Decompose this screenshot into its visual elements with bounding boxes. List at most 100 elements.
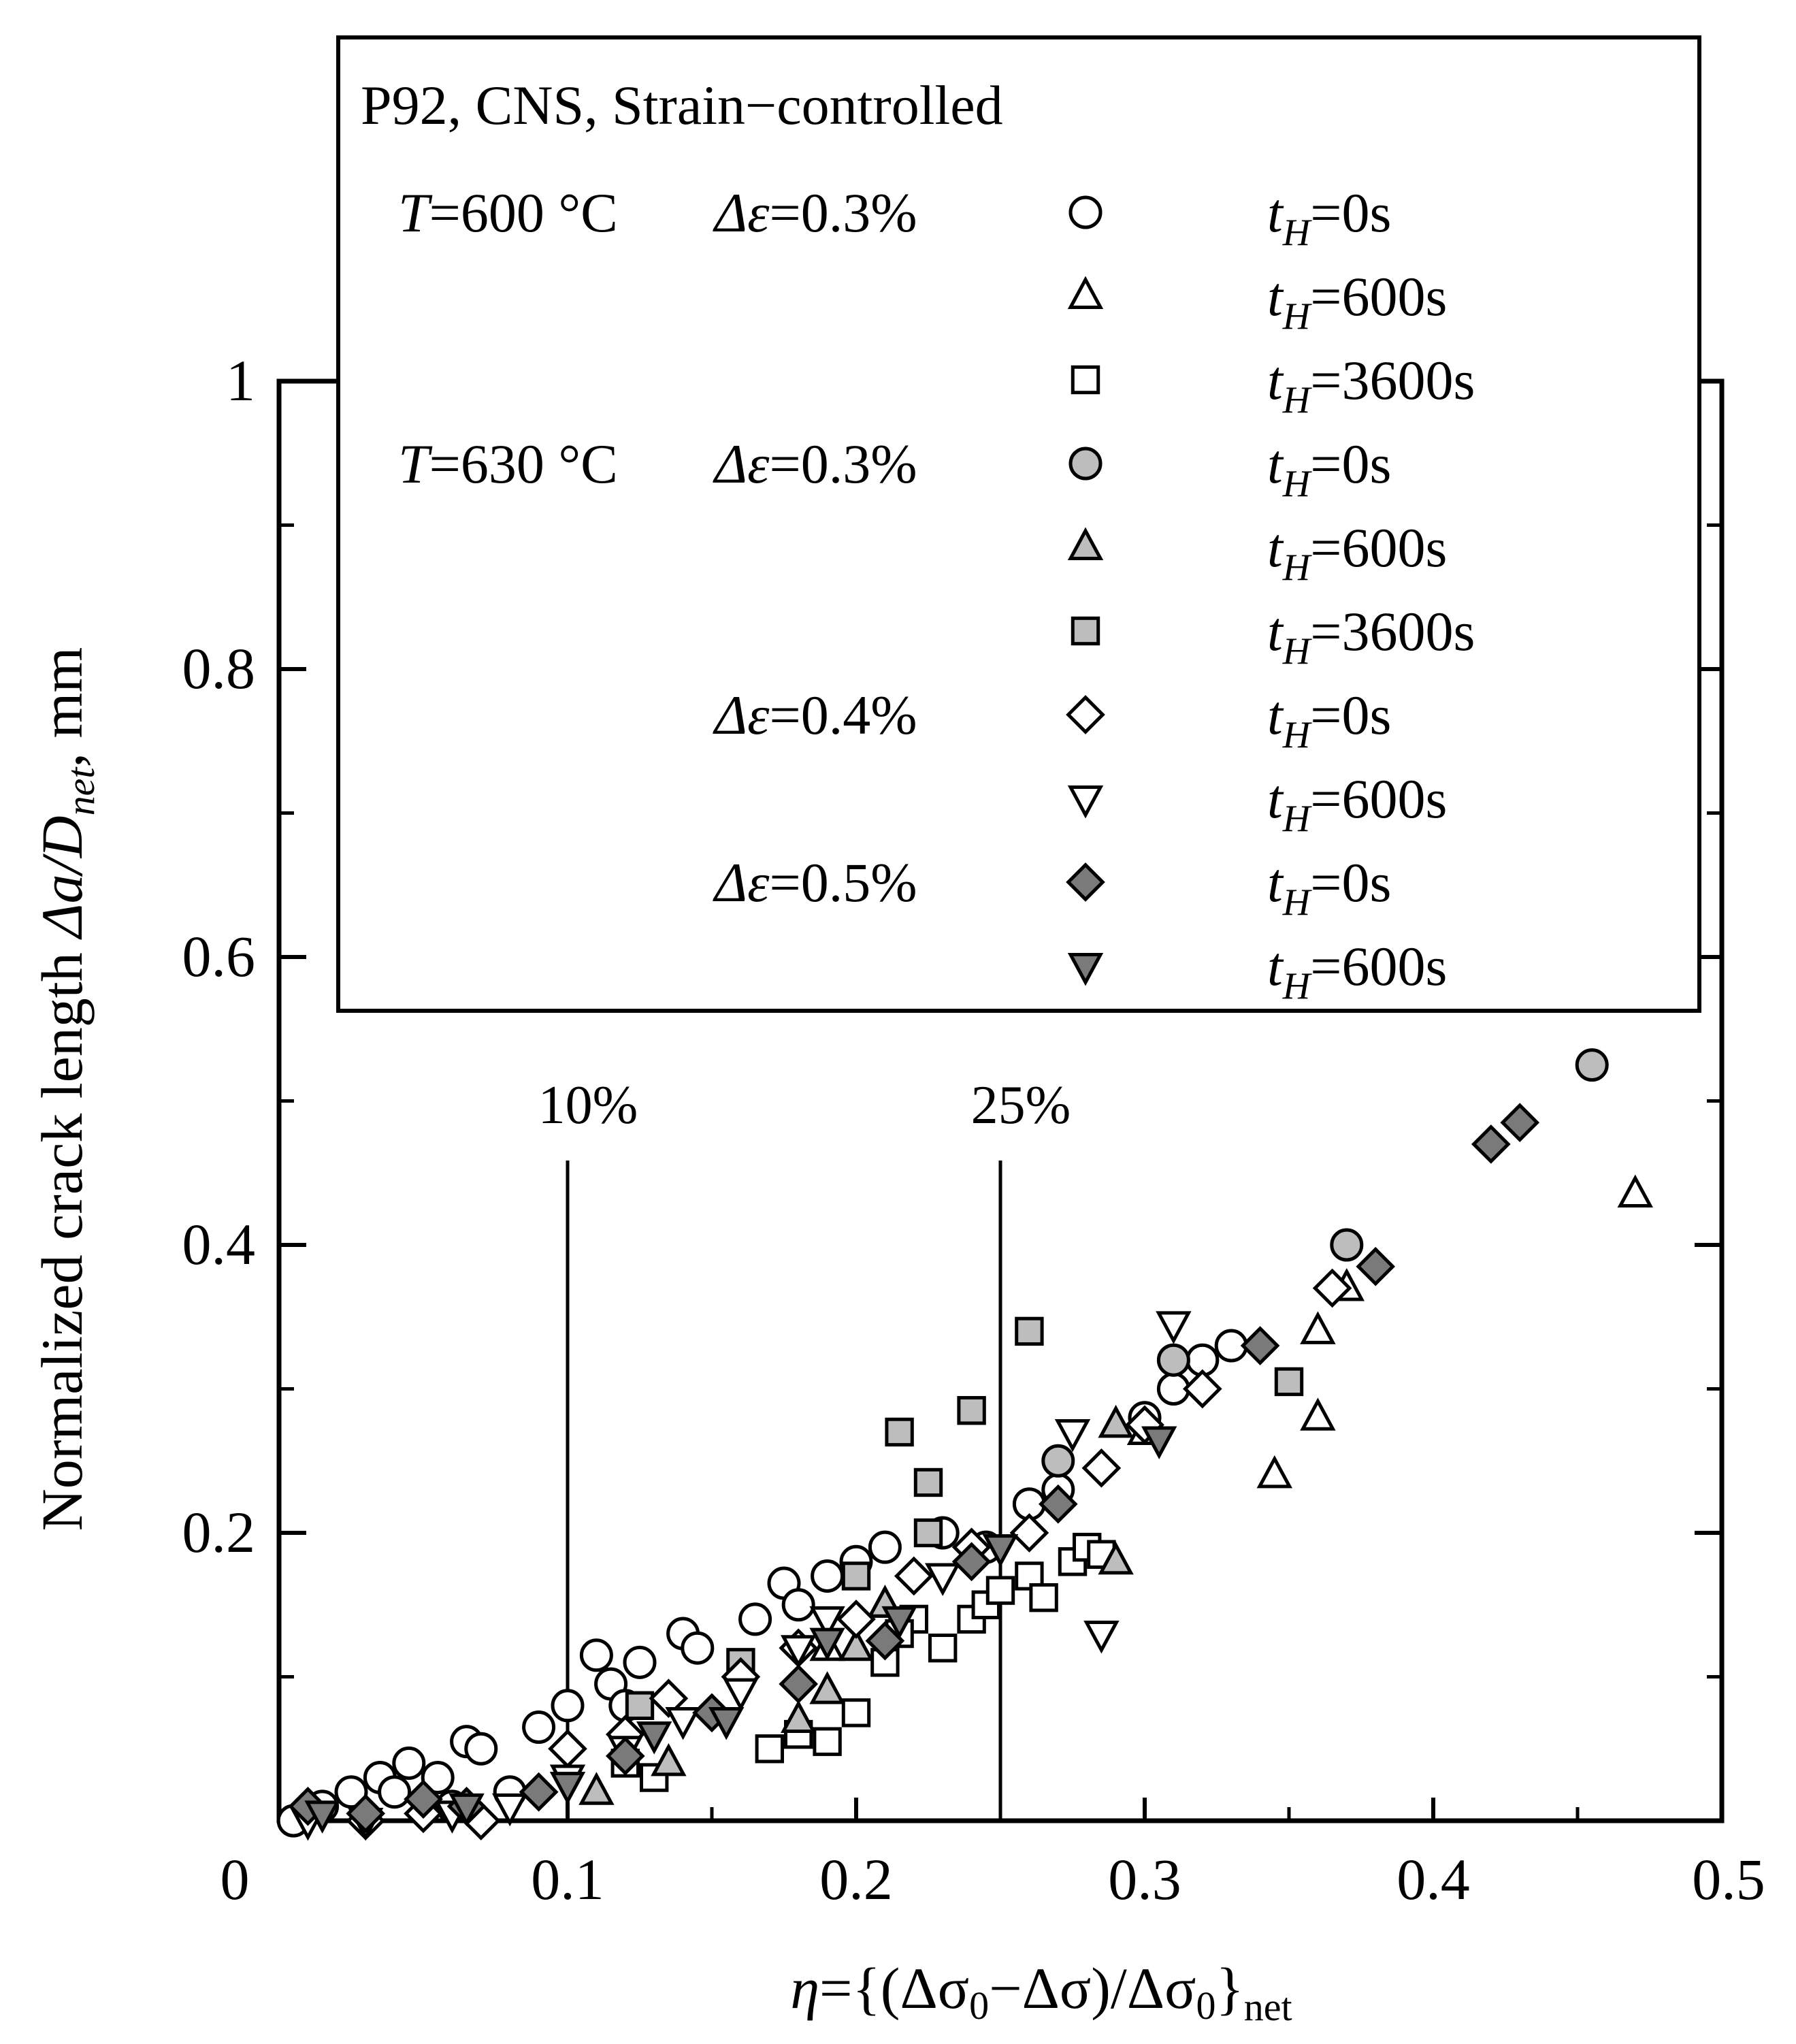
- data-point: [623, 1645, 657, 1679]
- x-tick-label: 0.2: [819, 1847, 893, 1912]
- legend-temperature-label: T=630 °C: [398, 433, 618, 495]
- data-point: [304, 1800, 340, 1834]
- x-tick-label: 0.4: [1397, 1847, 1470, 1912]
- legend-temperature-label: T=600 °C: [398, 182, 618, 244]
- data-point: [951, 1542, 992, 1582]
- data-point: [1141, 1426, 1177, 1459]
- data-point: [809, 1671, 845, 1704]
- data-point: [811, 1559, 845, 1593]
- series-0: [276, 1329, 1248, 1838]
- x-tick-label: 0.5: [1692, 1847, 1765, 1912]
- series-5: [625, 1316, 1304, 1721]
- data-point: [868, 1530, 902, 1564]
- data-point: [549, 1772, 586, 1805]
- legend: P92, CNS, Strain−controlled T=600 °C Δε=0.…: [336, 35, 1701, 1013]
- data-point: [1312, 1268, 1352, 1308]
- data-point: [665, 1706, 701, 1740]
- legend-marker: [1067, 785, 1104, 819]
- legend-strain-label: Δε=0.4%: [713, 684, 917, 746]
- data-point: [1617, 1174, 1653, 1207]
- data-point: [334, 1775, 368, 1809]
- data-point: [913, 1467, 943, 1497]
- y-tick-label: 0.6: [182, 924, 256, 989]
- legend-marker: [1067, 276, 1104, 309]
- x-axis-title: η={(Δσ0−Δσ)/Δσ0}net: [790, 1956, 1292, 2029]
- data-point: [392, 1746, 426, 1780]
- y-axis-title-group: Normalized crack length Δa/Dnet, mm: [29, 647, 103, 1531]
- x-tick-label: 0.3: [1108, 1847, 1181, 1912]
- series-8: [288, 1103, 1540, 1834]
- data-point: [578, 1772, 615, 1805]
- data-point: [1015, 1316, 1044, 1346]
- data-point: [738, 1602, 772, 1636]
- data-point: [1054, 1418, 1091, 1453]
- data-point: [841, 1561, 871, 1591]
- data-point: [779, 1664, 819, 1704]
- legend-strain-label: Δε=0.5%: [713, 851, 917, 913]
- data-point: [1356, 1246, 1396, 1286]
- data-point: [649, 1678, 689, 1719]
- data-point: [346, 1794, 386, 1834]
- legend-entry-label: tH=0s: [1267, 851, 1391, 924]
- series-9: [304, 1426, 1177, 1834]
- legend-strain-label: Δε=0.3%: [713, 433, 917, 495]
- data-point: [781, 1700, 817, 1733]
- legend-box: [336, 35, 1701, 1013]
- data-point: [836, 1600, 876, 1639]
- data-point: [841, 1698, 871, 1727]
- legend-entry-label: tH=0s: [1267, 684, 1391, 756]
- legend-marker: [1071, 365, 1100, 395]
- data-point: [1029, 1583, 1058, 1612]
- y-tick-label: 0.8: [182, 636, 256, 701]
- data-point: [755, 1734, 784, 1764]
- reference-line-label: 10%: [538, 1075, 638, 1135]
- data-point: [651, 1742, 687, 1777]
- y-axis-title: Normalized crack length Δa/Dnet, mm: [29, 647, 103, 1531]
- data-point: [681, 1631, 715, 1665]
- data-point: [1156, 1311, 1192, 1344]
- data-point: [781, 1635, 817, 1668]
- data-point: [605, 1736, 645, 1776]
- data-point: [1098, 1404, 1134, 1438]
- data-point: [925, 1563, 961, 1596]
- data-point: [1274, 1367, 1304, 1397]
- data-point: [636, 1721, 672, 1755]
- data-point: [813, 1727, 842, 1756]
- data-point: [982, 1534, 1019, 1568]
- x-tick-label: 0: [221, 1847, 250, 1912]
- data-point: [723, 1678, 759, 1712]
- data-point: [913, 1518, 943, 1548]
- series-3: [1041, 1048, 1609, 1478]
- data-point: [640, 1763, 669, 1792]
- data-point: [522, 1710, 556, 1745]
- chart-title: P92, CNS, Strain−controlled: [361, 74, 1003, 136]
- data-point: [1038, 1484, 1078, 1524]
- data-point: [708, 1706, 745, 1740]
- data-point: [625, 1691, 655, 1721]
- data-point: [809, 1627, 845, 1661]
- data-point: [492, 1793, 528, 1827]
- data-point: [1330, 1228, 1364, 1262]
- legend-entry-label: tH=0s: [1267, 182, 1391, 254]
- data-point: [421, 1761, 455, 1795]
- data-point: [1156, 1343, 1190, 1377]
- data-point: [1081, 1448, 1122, 1488]
- legend-marker: [1067, 953, 1104, 986]
- data-point: [985, 1576, 1015, 1605]
- axes-layer: 0 0.1 0.2 0.3 0.4 0.5 0.2 0.4 0.6 0.8 1 10% 25% η={(Δ…: [29, 348, 1765, 2029]
- data-point: [464, 1732, 498, 1766]
- y-tick-label: 0.2: [182, 1499, 256, 1565]
- data-point: [448, 1793, 485, 1827]
- legend-entry-label: tH=3600s: [1267, 600, 1475, 672]
- y-tick-label: 1: [226, 348, 255, 413]
- legend-marker: [1067, 527, 1104, 560]
- data-point: [1300, 1311, 1336, 1344]
- data-point: [548, 1729, 587, 1769]
- data-point: [781, 1588, 815, 1622]
- data-point: [1471, 1124, 1511, 1164]
- y-tick-label: 0.4: [182, 1212, 256, 1277]
- data-point: [928, 1634, 958, 1663]
- legend-marker: [1068, 447, 1103, 481]
- data-point: [957, 1396, 986, 1425]
